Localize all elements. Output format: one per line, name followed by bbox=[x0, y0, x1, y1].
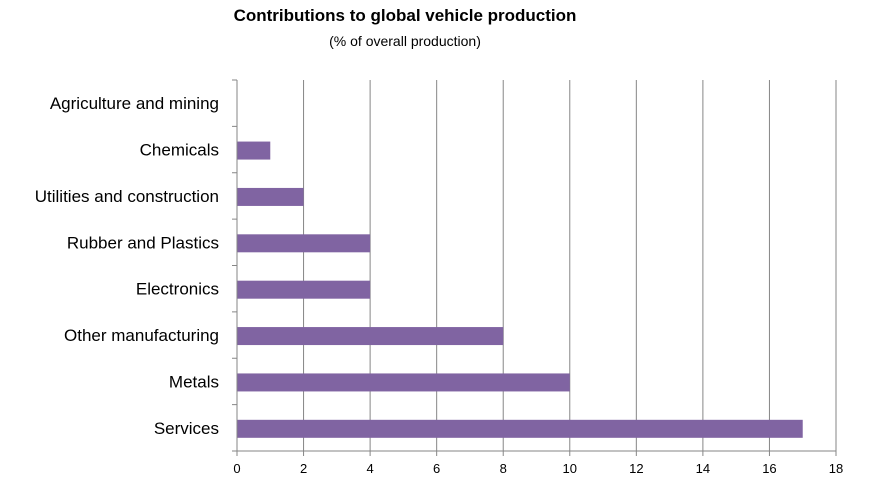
category-label: Electronics bbox=[136, 280, 219, 299]
x-tick-label: 4 bbox=[366, 461, 373, 476]
category-label: Other manufacturing bbox=[64, 326, 219, 345]
x-tick-label: 14 bbox=[696, 461, 710, 476]
category-label: Rubber and Plastics bbox=[67, 233, 219, 252]
category-label: Agriculture and mining bbox=[50, 94, 219, 113]
x-tick-label: 10 bbox=[563, 461, 577, 476]
chart-title: Contributions to global vehicle producti… bbox=[233, 6, 577, 25]
bar bbox=[237, 234, 371, 253]
x-tick-label: 0 bbox=[233, 461, 240, 476]
bar bbox=[237, 141, 271, 160]
category-label: Services bbox=[154, 419, 219, 438]
x-tick-label: 18 bbox=[829, 461, 843, 476]
category-label: Chemicals bbox=[140, 141, 219, 160]
bar bbox=[237, 419, 803, 438]
category-label: Metals bbox=[169, 372, 219, 391]
chart-subtitle: (% of overall production) bbox=[329, 33, 481, 49]
bar bbox=[237, 187, 304, 206]
bar bbox=[237, 327, 504, 346]
x-tick-label: 16 bbox=[762, 461, 776, 476]
x-tick-label: 6 bbox=[433, 461, 440, 476]
bar bbox=[237, 280, 371, 299]
x-tick-label: 12 bbox=[629, 461, 643, 476]
bar bbox=[237, 373, 570, 392]
x-tick-label: 2 bbox=[300, 461, 307, 476]
category-label: Utilities and construction bbox=[35, 187, 219, 206]
x-tick-label: 8 bbox=[500, 461, 507, 476]
